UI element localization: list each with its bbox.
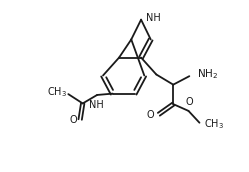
- Text: CH$_3$: CH$_3$: [47, 85, 67, 99]
- Text: NH: NH: [89, 100, 104, 110]
- Text: NH: NH: [146, 13, 161, 23]
- Text: NH$_2$: NH$_2$: [197, 68, 219, 81]
- Text: CH$_3$: CH$_3$: [204, 117, 224, 131]
- Text: O: O: [146, 110, 154, 120]
- Text: O: O: [186, 97, 193, 107]
- Text: O: O: [69, 115, 77, 125]
